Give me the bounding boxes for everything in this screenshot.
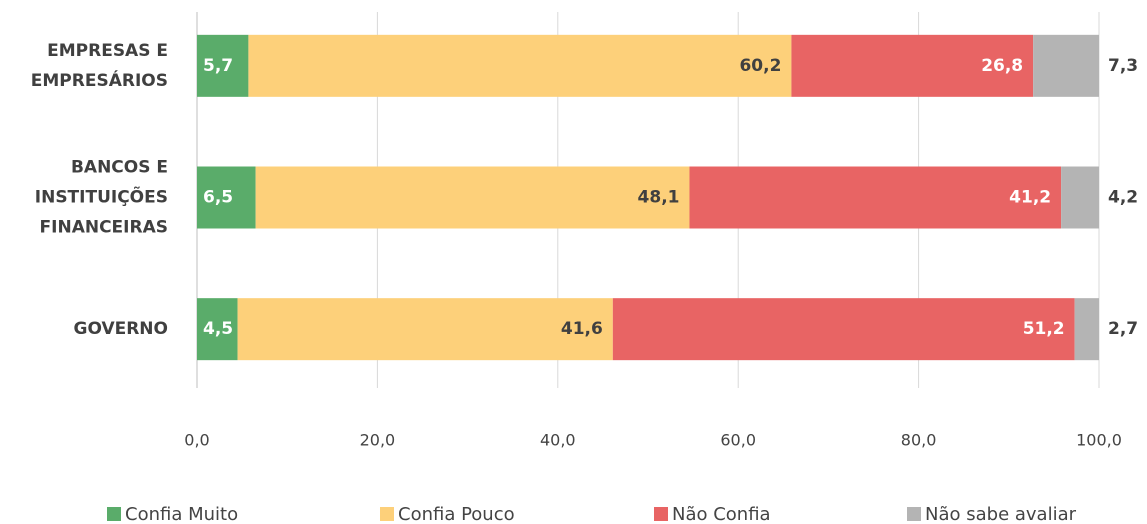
bar-segment xyxy=(197,34,249,97)
bar-segment xyxy=(237,298,613,361)
category-label: BANCOS E xyxy=(71,158,168,178)
category-label: FINANCEIRAS xyxy=(40,218,168,238)
bar-segment xyxy=(612,298,1075,361)
legend-label: Confia Pouco xyxy=(398,504,515,524)
x-tick-label: 20,0 xyxy=(360,431,396,450)
value-label: 41,2 xyxy=(1009,188,1051,208)
value-label: 4,2 xyxy=(1108,188,1138,208)
value-label: 48,1 xyxy=(638,188,680,208)
x-tick-label: 0,0 xyxy=(184,431,209,450)
value-label: 2,7 xyxy=(1108,319,1138,339)
value-label: 26,8 xyxy=(981,56,1023,76)
bar-segment xyxy=(197,298,238,361)
legend-label: Confia Muito xyxy=(125,504,238,524)
legend-swatch xyxy=(107,507,121,521)
bar-segment xyxy=(255,166,690,229)
bar-segment xyxy=(1074,298,1099,361)
x-tick-label: 60,0 xyxy=(720,431,756,450)
x-tick-label: 80,0 xyxy=(901,431,937,450)
value-label: 51,2 xyxy=(1023,319,1065,339)
bar-segment xyxy=(791,34,1034,97)
bar-segment xyxy=(197,166,256,229)
category-label: EMPRESAS E xyxy=(47,41,168,61)
legend-label: Não Confia xyxy=(672,504,771,524)
legend-swatch xyxy=(907,507,921,521)
value-label: 41,6 xyxy=(561,319,603,339)
value-label: 5,7 xyxy=(203,56,233,76)
category-label: EMPRESÁRIOS xyxy=(31,69,168,91)
value-label: 6,5 xyxy=(203,188,233,208)
legend-swatch xyxy=(380,507,394,521)
bar-segment xyxy=(1061,166,1099,229)
value-label: 7,3 xyxy=(1108,56,1138,76)
bar-segment xyxy=(1033,34,1099,97)
legend-swatch xyxy=(654,507,668,521)
x-tick-label: 100,0 xyxy=(1076,431,1122,450)
category-label: INSTITUIÇÕES xyxy=(35,185,168,208)
bar-segment xyxy=(248,34,792,97)
value-label: 4,5 xyxy=(203,319,233,339)
bar-segment xyxy=(689,166,1062,229)
x-tick-label: 40,0 xyxy=(540,431,576,450)
legend-label: Não sabe avaliar xyxy=(925,504,1077,524)
value-label: 60,2 xyxy=(739,56,781,76)
category-label: GOVERNO xyxy=(74,319,169,339)
